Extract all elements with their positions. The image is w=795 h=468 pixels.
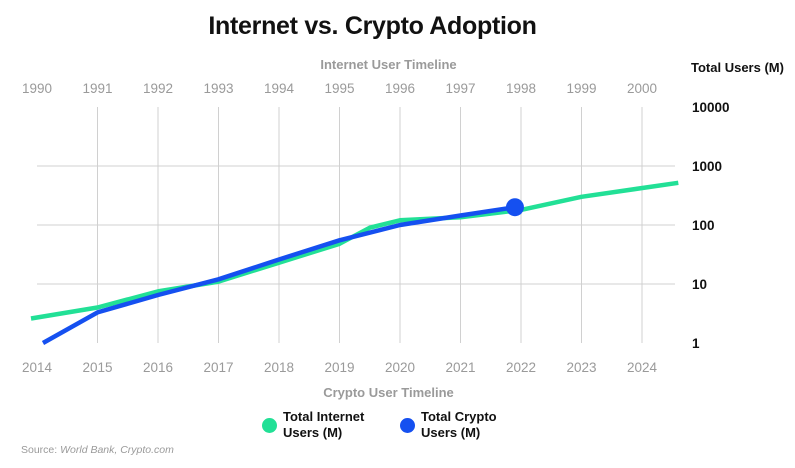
legend-crypto-label: Total Crypto Users (M)	[421, 409, 531, 441]
top-x-tick-label: 1999	[566, 81, 596, 96]
y-tick-label: 10	[692, 277, 707, 292]
top-x-tick-label: 1997	[445, 81, 475, 96]
legend-internet-label: Total Internet Users (M)	[283, 409, 393, 441]
bottom-x-tick-label: 2018	[264, 360, 294, 375]
series-lines	[30, 180, 679, 345]
legend-internet-swatch	[262, 417, 277, 433]
bottom-x-tick-label: 2014	[22, 360, 53, 375]
top-x-tick-label: 1995	[324, 81, 354, 96]
bottom-x-tick-label: 2019	[324, 360, 354, 375]
top-x-tick-label: 1996	[385, 81, 415, 96]
top-x-tick-label: 1991	[82, 81, 112, 96]
top-x-tick-label: 1998	[506, 81, 536, 96]
bottom-x-axis-title: Crypto User Timeline	[323, 385, 454, 400]
legend-internet-label-line2: Users (M)	[283, 425, 343, 440]
top-x-tick-label: 1993	[203, 81, 233, 96]
top-x-tick-label: 1994	[264, 81, 295, 96]
top-x-tick-label: 1990	[22, 81, 52, 96]
chart-title: Internet vs. Crypto Adoption	[208, 12, 537, 40]
bottom-x-tick-labels: 2014 2015 2016 2017 2018 2019 2020 2021 2022 2023…	[22, 360, 658, 375]
top-x-tick-label: 1992	[143, 81, 173, 96]
y-tick-label: 1000	[692, 159, 722, 174]
top-x-tick-labels: 1990 1991 1992 1993 1994 1995 1996 1997 1998 1999…	[22, 81, 657, 96]
crypto-endpoint-marker	[505, 198, 524, 217]
bottom-x-tick-label: 2017	[203, 360, 233, 375]
bottom-x-tick-label: 2015	[82, 360, 112, 375]
legend-crypto-swatch	[400, 417, 415, 433]
y-tick-labels: 10000 1000 100 10 1	[692, 100, 730, 351]
bottom-x-tick-label: 2016	[143, 360, 173, 375]
bottom-x-tick-label: 2021	[445, 360, 475, 375]
y-tick-label: 100	[692, 218, 715, 233]
source-text: World Bank, Crypto.com	[60, 444, 174, 456]
top-x-axis-title: Internet User Timeline	[320, 57, 457, 72]
bottom-x-tick-label: 2024	[627, 360, 658, 375]
legend-internet: Total Internet Users (M)	[262, 409, 393, 441]
top-x-tick-label: 2000	[627, 81, 657, 96]
crypto-users-line	[41, 204, 516, 345]
source-prefix: Source:	[21, 444, 61, 456]
source-note: Source: World Bank, Crypto.com	[21, 444, 174, 456]
legend-crypto-label-line1: Total Crypto	[421, 409, 497, 424]
bottom-x-tick-label: 2022	[506, 360, 536, 375]
y-tick-label: 1	[692, 336, 700, 351]
y-axis-title: Total Users (M)	[691, 60, 784, 75]
y-tick-label: 10000	[692, 100, 730, 115]
legend-crypto-label-line2: Users (M)	[421, 425, 481, 440]
bottom-x-tick-label: 2023	[566, 360, 596, 375]
legend-internet-label-line1: Total Internet	[283, 409, 365, 424]
legend-crypto: Total Crypto Users (M)	[400, 409, 531, 441]
bottom-x-tick-label: 2020	[385, 360, 415, 375]
grid-lines	[37, 107, 675, 343]
